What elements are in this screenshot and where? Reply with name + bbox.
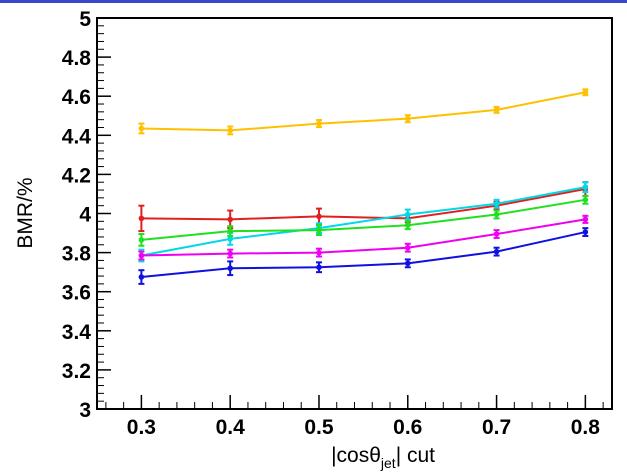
data-point bbox=[405, 116, 411, 122]
x-axis: 0.3 0.4 0.5 0.6 0.7 0.8 bbox=[106, 395, 603, 439]
y-tick-label: 4 bbox=[79, 204, 91, 227]
data-point bbox=[405, 245, 411, 251]
data-point bbox=[583, 89, 589, 95]
data-point bbox=[494, 249, 500, 255]
data-point bbox=[316, 227, 322, 233]
y-tick-label: 3.4 bbox=[62, 321, 92, 344]
data-point bbox=[316, 250, 322, 256]
y-tick-label: 3 bbox=[79, 399, 91, 422]
data-point bbox=[139, 274, 145, 280]
x-axis-title: |cosθjet| cut bbox=[331, 444, 435, 471]
x-tick-label: 0.7 bbox=[482, 416, 511, 439]
data-point bbox=[405, 222, 411, 228]
y-tick-label: 3.8 bbox=[62, 243, 92, 266]
data-point bbox=[227, 251, 233, 257]
data-point bbox=[494, 231, 500, 237]
x-axis-title-subscript: jet bbox=[380, 455, 396, 471]
data-point bbox=[583, 197, 589, 203]
x-tick-label: 0.8 bbox=[571, 416, 601, 439]
data-point bbox=[405, 212, 411, 218]
data-point bbox=[494, 212, 500, 218]
y-tick-label: 5 bbox=[79, 8, 91, 31]
data-point bbox=[405, 261, 411, 267]
x-axis-title-tail: | cut bbox=[396, 444, 435, 467]
data-point bbox=[316, 264, 322, 270]
data-point bbox=[583, 217, 589, 223]
y-tick-label: 4.2 bbox=[62, 164, 91, 187]
data-point bbox=[227, 128, 233, 134]
data-point bbox=[139, 216, 145, 222]
y-axis-title: BMR/% bbox=[14, 177, 37, 248]
series-line bbox=[141, 219, 585, 255]
y-axis: 3 3.2 3.4 3.6 3.8 4 4.2 4.4 4.6 4.8 5 bbox=[62, 8, 111, 422]
y-tick-label: 4.6 bbox=[62, 86, 91, 109]
x-axis-title-main: |cosθ bbox=[331, 444, 381, 467]
data-point bbox=[494, 201, 500, 207]
plot-frame bbox=[97, 18, 612, 409]
y-tick-label: 4.4 bbox=[62, 125, 92, 148]
data-point bbox=[139, 237, 145, 243]
series-line bbox=[141, 187, 585, 255]
data-point bbox=[316, 214, 322, 220]
x-tick-label: 0.4 bbox=[216, 416, 246, 439]
y-tick-label: 4.8 bbox=[62, 47, 92, 70]
x-tick-label: 0.3 bbox=[127, 416, 156, 439]
series-line bbox=[141, 92, 585, 130]
data-point bbox=[227, 228, 233, 234]
y-tick-label: 3.2 bbox=[62, 360, 91, 383]
x-tick-label: 0.6 bbox=[393, 416, 422, 439]
series-layer bbox=[138, 89, 588, 284]
y-tick-label: 3.6 bbox=[62, 282, 91, 305]
data-point bbox=[583, 229, 589, 235]
data-point bbox=[139, 126, 145, 132]
data-point bbox=[316, 121, 322, 127]
series-line bbox=[141, 189, 585, 219]
data-point bbox=[494, 107, 500, 113]
data-point bbox=[139, 253, 145, 259]
x-tick-label: 0.5 bbox=[304, 416, 334, 439]
data-point bbox=[227, 265, 233, 271]
data-point bbox=[583, 184, 589, 190]
data-point bbox=[227, 217, 233, 223]
